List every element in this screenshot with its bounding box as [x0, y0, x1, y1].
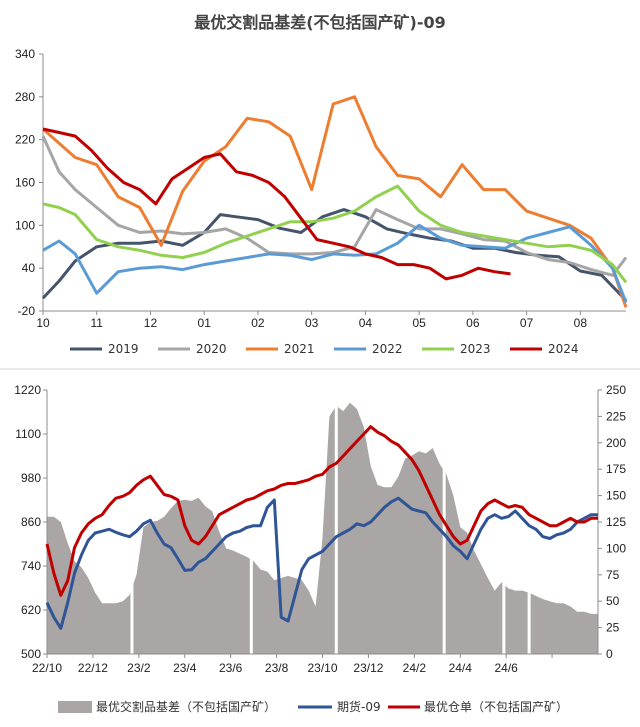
bottom-x-tick-label: 24/6 [494, 661, 518, 675]
area-gap [130, 390, 134, 654]
top-chart-title: 最优交割品基差(不包括国产矿)-09 [194, 13, 446, 32]
bottom-chart-series [45, 425, 598, 630]
top-chart-legend: 2019 2020 2021 2022 2023 2024 [70, 342, 579, 356]
bottom-chart-legend: 最优交割品基差（不包括国产矿） 期货-09 最优仓单（不包括国产矿） [58, 699, 568, 714]
bottom-y2-tick-label: 50 [606, 594, 620, 608]
bottom-x-tick-label: 23/6 [219, 661, 243, 675]
bottom-y2-tick-label: 100 [606, 541, 626, 555]
top-y-tick-label: 280 [15, 90, 35, 104]
bottom-y-tick-label: 620 [21, 603, 41, 617]
bottom-chart-area [47, 390, 598, 654]
legend-label-2022: 2022 [372, 342, 403, 356]
series-line-期货-09 [45, 496, 598, 630]
bottom-x-tick-label: 24/4 [449, 661, 473, 675]
bottom-y2-tick-label: 0 [606, 647, 613, 661]
top-chart-series [41, 95, 628, 308]
legend-label-2020: 2020 [196, 342, 227, 356]
area-gap [334, 390, 338, 654]
top-x-tick-label: 01 [198, 316, 212, 330]
top-chart-axes: -20 40 100 160 220 280 340 10 11 12 01 02 03 04 05 06 07… [15, 47, 626, 330]
series-line-最优仓单（不包括国产矿） [45, 425, 598, 597]
bottom-x-tick-label: 23/8 [265, 661, 289, 675]
bottom-chart-axes: 500 620 740 860 980 1100 1220 0 25 50 75 100 125 150 1… [14, 383, 626, 675]
bottom-y-tick-label: 860 [21, 515, 41, 529]
bottom-y-tick-label: 1220 [14, 383, 41, 397]
bottom-y2-tick-label: 150 [606, 489, 626, 503]
legend-label-basis: 最优交割品基差（不包括国产矿） [96, 699, 276, 714]
bottom-y2-tick-label: 250 [606, 383, 626, 397]
top-x-tick-label: 07 [520, 316, 534, 330]
top-y-tick-label: 340 [15, 47, 35, 61]
top-y-tick-label: 220 [15, 133, 35, 147]
series-line-2021 [42, 95, 628, 308]
legend-label-2023: 2023 [460, 342, 491, 356]
bottom-x-tick-label: 22/12 [78, 661, 108, 675]
legend-label-2019: 2019 [108, 342, 139, 356]
top-x-tick-label: 02 [251, 316, 265, 330]
area-gap [527, 390, 531, 654]
top-y-tick-label: 160 [15, 176, 35, 190]
series-line-2022 [42, 223, 628, 303]
bottom-y-tick-label: 500 [21, 647, 41, 661]
bottom-y-tick-label: 980 [21, 471, 41, 485]
bottom-y2-tick-label: 75 [606, 568, 620, 582]
top-x-tick-label: 03 [305, 316, 319, 330]
bottom-x-tick-label: 23/2 [127, 661, 151, 675]
legend-label-warrant: 最优仓单（不包括国产矿） [424, 699, 568, 714]
top-y-tick-label: -20 [18, 304, 36, 318]
bottom-x-tick-label: 22/10 [32, 661, 62, 675]
area-gap [502, 390, 506, 654]
bottom-y2-tick-label: 125 [606, 515, 626, 529]
bottom-x-tick-label: 23/10 [307, 661, 337, 675]
bottom-x-tick-label: 23/12 [353, 661, 383, 675]
legend-swatch-basis [58, 701, 92, 713]
series-area-basis [47, 402, 598, 654]
top-x-tick-label: 11 [90, 316, 103, 330]
top-x-tick-label: 05 [412, 316, 426, 330]
bottom-x-tick-label: 24/2 [403, 661, 427, 675]
series-line-2019 [41, 208, 628, 302]
top-x-tick-label: 06 [466, 316, 480, 330]
series-line-2024 [42, 127, 511, 281]
top-y-tick-label: 100 [15, 218, 35, 232]
series-line-2023 [42, 184, 628, 284]
legend-label-futures: 期货-09 [337, 699, 381, 714]
bottom-x-tick-label: 23/4 [173, 661, 197, 675]
bottom-y2-tick-label: 175 [606, 462, 626, 476]
bottom-y-tick-label: 740 [21, 559, 41, 573]
top-x-tick-label: 12 [144, 316, 158, 330]
area-gap [249, 390, 253, 654]
bottom-y2-tick-label: 25 [606, 621, 620, 635]
bottom-y2-tick-label: 225 [606, 409, 626, 423]
top-x-tick-label: 08 [574, 316, 588, 330]
top-x-tick-label: 04 [359, 316, 373, 330]
top-y-tick-label: 40 [22, 261, 36, 275]
top-x-tick-label: 10 [36, 316, 50, 330]
legend-label-2024: 2024 [548, 342, 579, 356]
bottom-y2-tick-label: 200 [606, 436, 626, 450]
bottom-y-tick-label: 1100 [15, 427, 41, 441]
legend-label-2021: 2021 [284, 342, 315, 356]
